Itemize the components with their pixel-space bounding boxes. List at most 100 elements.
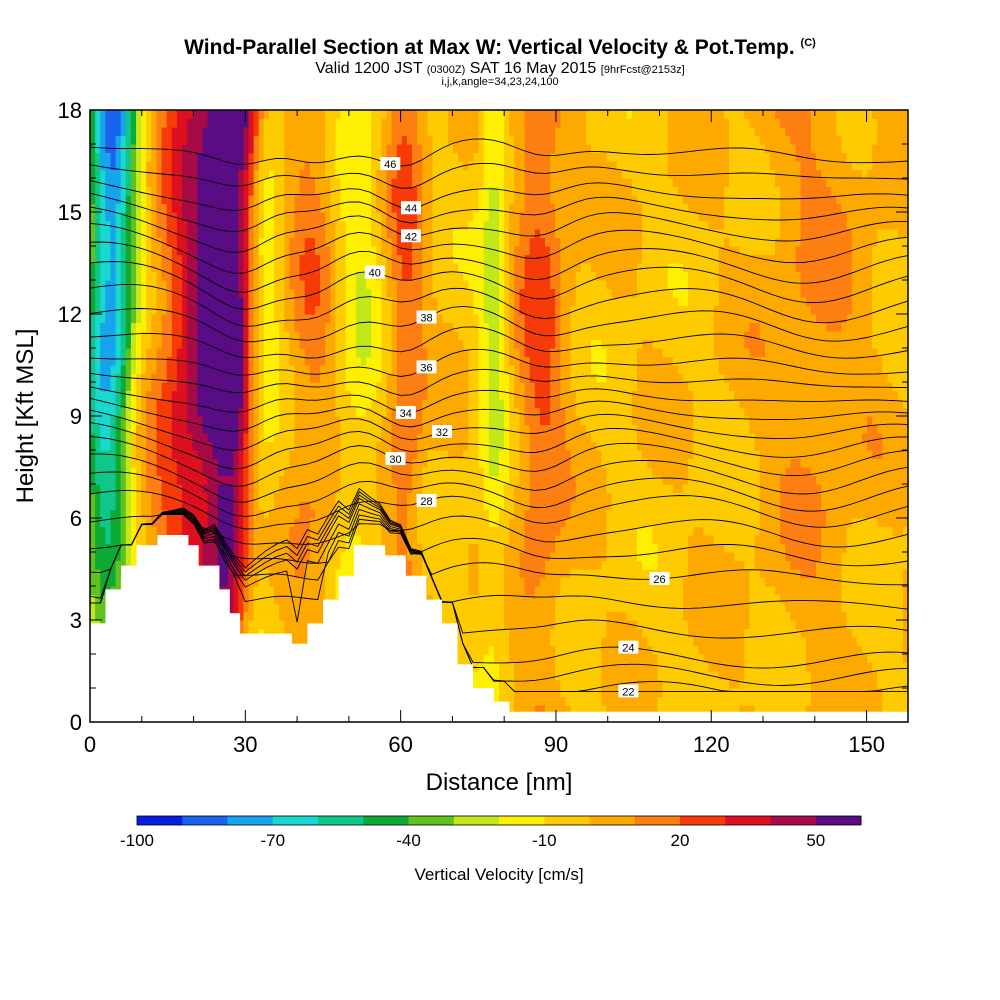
velocity-cell [330,552,337,562]
velocity-cell [422,246,429,256]
velocity-cell [437,339,444,349]
velocity-cell [243,552,250,562]
velocity-cell [207,535,214,545]
velocity-cell [422,305,429,315]
velocity-cell [156,297,163,307]
velocity-cell [325,552,331,562]
velocity-cell [166,458,173,468]
velocity-cell [268,611,275,621]
velocity-cell [243,577,250,587]
velocity-cell [130,365,137,375]
velocity-cell [212,458,219,468]
velocity-cell [427,305,434,315]
velocity-cell [294,560,301,570]
velocity-cell [151,373,158,383]
velocity-cell [422,195,429,205]
velocity-cell [279,339,285,349]
velocity-cell [248,594,255,604]
velocity-cell [407,399,413,409]
velocity-cell [217,424,224,434]
velocity-cell [258,433,265,443]
velocity-cell [222,390,229,400]
velocity-cell [197,314,204,324]
velocity-cell [120,161,127,171]
velocity-cell [238,543,245,553]
velocity-cell [289,450,296,460]
velocity-cell [253,518,260,528]
velocity-cell [212,399,219,409]
velocity-cell [366,161,372,171]
velocity-cell [366,390,372,400]
velocity-cell [340,356,347,366]
velocity-cell [156,509,163,519]
velocity-cell [146,331,152,341]
velocity-cell [146,178,152,188]
velocity-cell [412,246,418,256]
velocity-cell [315,339,321,349]
velocity-cell [202,458,209,468]
velocity-cell [309,178,316,188]
velocity-cell [437,203,444,213]
velocity-cell [130,560,137,570]
velocity-cell [432,594,439,604]
velocity-cell [401,220,408,230]
velocity-cell [217,552,224,562]
velocity-cell [136,331,142,341]
velocity-cell [100,169,106,179]
velocity-cell [125,331,132,341]
velocity-cell [202,263,209,273]
velocity-cell [90,229,96,239]
velocity-cell [350,195,357,205]
velocity-cell [238,433,245,443]
velocity-cell [141,484,147,494]
velocity-cell [422,118,429,128]
velocity-cell [268,441,275,451]
velocity-cell [90,178,96,188]
velocity-cell [125,229,132,239]
velocity-cell [228,203,234,213]
velocity-cell [212,484,219,494]
velocity-cell [330,501,337,511]
velocity-cell [315,322,321,332]
velocity-cell [166,152,173,162]
velocity-cell [371,280,377,290]
velocity-cell [432,178,439,188]
velocity-cell [391,322,398,332]
velocity-cell [207,390,214,400]
velocity-cell [427,552,434,562]
velocity-cell [396,246,403,256]
velocity-cell [417,110,423,120]
velocity-cell [258,407,265,417]
velocity-cell [207,161,214,171]
velocity-cell [258,246,265,256]
velocity-cell [90,280,96,290]
velocity-cell [202,356,209,366]
velocity-cell [366,280,372,290]
velocity-cell [330,186,337,196]
velocity-cell [335,509,342,519]
velocity-cell [166,339,173,349]
velocity-cell [396,263,403,273]
velocity-cell [386,152,393,162]
velocity-cell [412,390,418,400]
velocity-cell [238,450,245,460]
velocity-cell [284,586,291,596]
velocity-cell [156,348,163,358]
velocity-cell [197,441,204,451]
velocity-cell [381,118,388,128]
velocity-cell [222,280,229,290]
velocity-cell [299,195,306,205]
velocity-cell [279,458,285,468]
velocity-cell [171,390,178,400]
velocity-cell [407,118,413,128]
velocity-cell [253,110,260,120]
velocity-cell [284,475,291,485]
velocity-cell [376,348,383,358]
velocity-cell [284,331,291,341]
velocity-cell [202,475,209,485]
velocity-cell [442,586,449,596]
velocity-cell [238,535,245,545]
velocity-cell [90,543,96,553]
velocity-cell [304,492,311,502]
velocity-cell [396,203,403,213]
